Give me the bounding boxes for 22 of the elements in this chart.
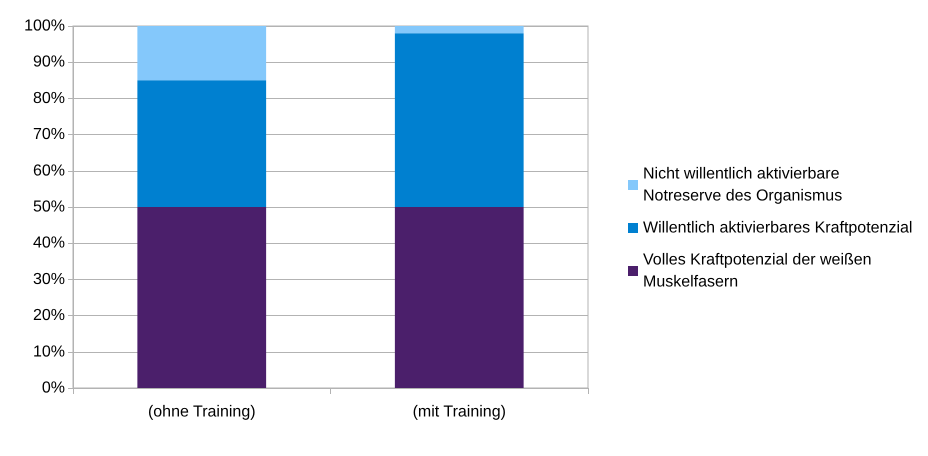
x-tick-label: (mit Training): [412, 404, 506, 420]
y-tick-label: 100%: [24, 18, 65, 34]
bar: [137, 207, 266, 388]
y-tick-label: 80%: [32, 90, 65, 107]
x-tick-label: (ohne Training): [148, 404, 256, 420]
y-tick-label: 20%: [32, 307, 65, 324]
bar: [394, 207, 524, 388]
bar: [137, 80, 266, 207]
y-tick-label: 50%: [32, 198, 65, 216]
bar: [394, 33, 524, 207]
legend-label: Volles Kraftpotenzial der weißen Muskelfasern: [643, 252, 876, 290]
y-tick-label: 60%: [32, 162, 65, 180]
bar: [394, 26, 524, 34]
bar: [137, 26, 266, 80]
y-tick-label: 40%: [32, 234, 65, 252]
legend-label: Willentlich aktivierbares Kraftpotenzial: [643, 220, 912, 236]
y-tick-label: 30%: [32, 270, 65, 288]
y-tick-label: 70%: [32, 126, 65, 144]
y-tick-label: 0%: [42, 380, 65, 396]
legend-label: Nicht willentlich aktivierbare Notreserve des Organismus: [643, 166, 844, 204]
y-tick-label: 10%: [32, 343, 65, 360]
y-tick-label: 90%: [32, 54, 65, 71]
